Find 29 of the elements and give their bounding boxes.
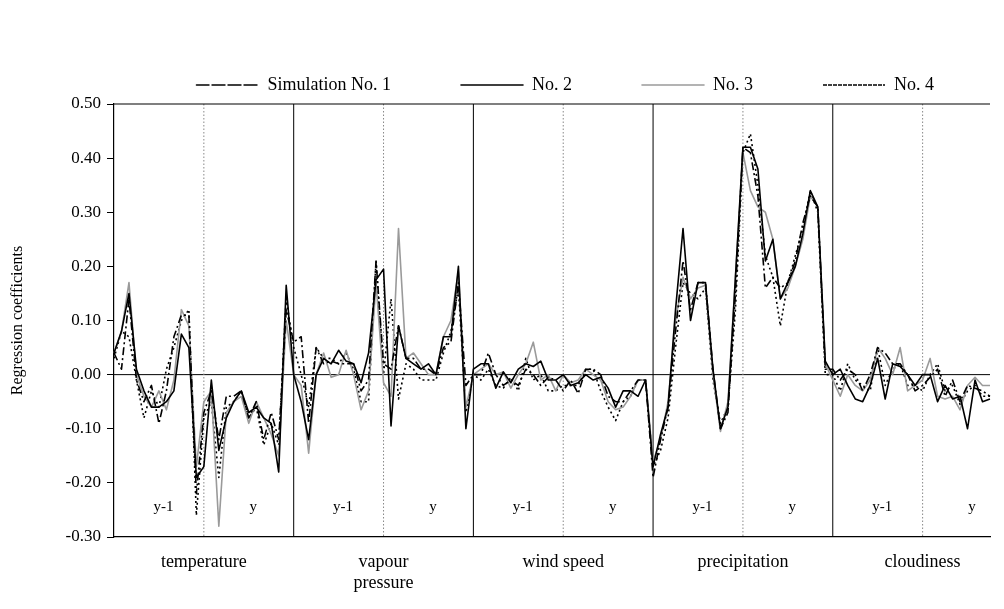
y-axis-title: Regression coefficients xyxy=(7,245,26,396)
x-tick-label: temperature xyxy=(160,550,247,571)
annotation: y-1 xyxy=(692,497,713,514)
x-tick-label: vapour pressure xyxy=(353,550,414,593)
y-tick-label: -0.20 xyxy=(65,472,101,492)
annotation: y xyxy=(429,497,438,514)
annotation: y xyxy=(788,497,797,514)
annotation: y-1 xyxy=(333,497,354,514)
annotation: y-1 xyxy=(872,497,893,514)
x-tick-label: precipitation xyxy=(697,550,789,571)
y-tick-label: 0.20 xyxy=(71,255,101,275)
annotation: y-1 xyxy=(153,497,174,514)
legend-label: No. 2 xyxy=(532,73,572,94)
annotation: y xyxy=(249,497,258,514)
y-tick-label: -0.30 xyxy=(65,526,101,546)
annotation: y-1 xyxy=(512,497,533,514)
annotation: y xyxy=(608,497,617,514)
y-tick-label: 0.00 xyxy=(71,364,101,384)
y-tick-label: 0.10 xyxy=(71,309,101,329)
legend-label: No. 4 xyxy=(894,73,934,94)
x-tick-label: cloudiness xyxy=(884,550,961,571)
annotation: y xyxy=(968,497,977,514)
y-tick-label: 0.30 xyxy=(71,201,101,221)
legend-label: Simulation No. 1 xyxy=(267,73,392,94)
legend-label: No. 3 xyxy=(713,73,753,94)
y-tick-label: 0.50 xyxy=(71,93,101,113)
y-tick-label: 0.40 xyxy=(71,147,101,167)
y-tick-label: -0.10 xyxy=(65,418,101,438)
x-tick-label: wind speed xyxy=(522,550,604,571)
